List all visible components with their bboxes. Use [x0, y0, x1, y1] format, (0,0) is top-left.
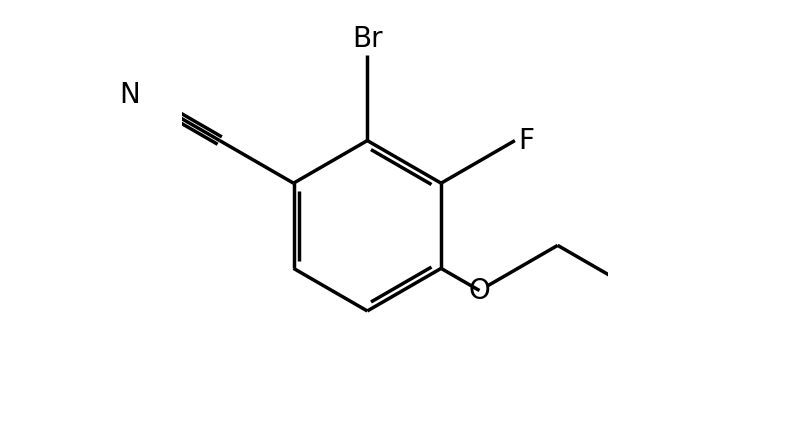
Text: N: N [119, 81, 141, 109]
Text: O: O [468, 276, 491, 305]
Text: Br: Br [352, 25, 382, 53]
Text: F: F [518, 127, 534, 155]
